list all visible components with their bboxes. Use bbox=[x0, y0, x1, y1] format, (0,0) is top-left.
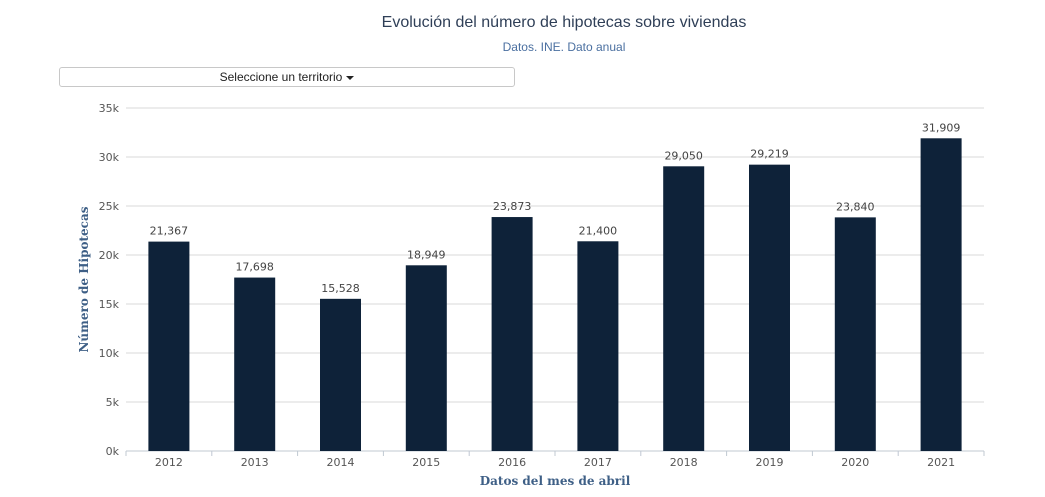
bars: 21,367 17,698 15,528 18,949 23,873 21,400 29,0… bbox=[148, 121, 962, 451]
bar-2013[interactable] bbox=[234, 277, 276, 451]
y-tick-label: 30k bbox=[99, 151, 120, 164]
bar-2020[interactable] bbox=[834, 217, 876, 451]
y-axis: 0k 5k 10k 15k 20k 25k 30k 35k bbox=[99, 102, 120, 458]
data-label: 21,400 bbox=[579, 224, 618, 237]
bar-2016[interactable] bbox=[491, 217, 533, 451]
x-tick-label: 2015 bbox=[412, 456, 440, 469]
x-tick-label: 2013 bbox=[241, 456, 269, 469]
data-label: 23,873 bbox=[493, 200, 532, 213]
bar-2012[interactable] bbox=[148, 241, 190, 451]
x-tick-label: 2012 bbox=[155, 456, 183, 469]
data-label: 29,050 bbox=[664, 149, 703, 162]
x-tick-label: 2018 bbox=[670, 456, 698, 469]
bar-2019[interactable] bbox=[749, 164, 790, 451]
bar-2018[interactable] bbox=[663, 166, 705, 451]
territory-dropdown[interactable]: Seleccione un territorio bbox=[59, 67, 515, 87]
y-axis-title: Número de Hipotecas bbox=[77, 206, 91, 352]
y-tick-label: 5k bbox=[106, 396, 120, 409]
x-tick-label: 2017 bbox=[584, 456, 612, 469]
data-label: 15,528 bbox=[321, 282, 360, 295]
data-label: 17,698 bbox=[235, 261, 274, 274]
bar-2014[interactable] bbox=[320, 298, 361, 451]
data-label: 21,367 bbox=[150, 225, 189, 238]
x-tick-label: 2020 bbox=[841, 456, 869, 469]
y-tick-label: 25k bbox=[99, 200, 120, 213]
x-axis: 2012 2013 2014 2015 2016 2017 2018 2019 2020 2021 bbox=[125, 451, 985, 469]
x-tick-label: 2019 bbox=[756, 456, 784, 469]
data-label: 23,840 bbox=[836, 200, 875, 213]
data-label: 31,909 bbox=[922, 121, 961, 134]
chart-title: Evolución del número de hipotecas sobre … bbox=[381, 14, 747, 31]
territory-dropdown-label: Seleccione un territorio bbox=[219, 70, 343, 84]
x-axis-title: Datos del mes de abril bbox=[480, 474, 631, 488]
y-tick-label: 15k bbox=[99, 298, 120, 311]
bar-2015[interactable] bbox=[405, 265, 447, 451]
bar-2017[interactable] bbox=[577, 241, 619, 451]
y-tick-label: 35k bbox=[99, 102, 120, 115]
y-tick-label: 10k bbox=[99, 347, 120, 360]
chart-subtitle: Datos. INE. Dato anual bbox=[502, 40, 626, 54]
x-tick-label: 2016 bbox=[498, 456, 526, 469]
data-label: 18,949 bbox=[407, 248, 446, 261]
caret-down-icon bbox=[346, 75, 355, 80]
data-label: 29,219 bbox=[750, 148, 789, 161]
bar-2021[interactable] bbox=[920, 138, 962, 451]
y-tick-label: 0k bbox=[106, 445, 120, 458]
x-tick-label: 2014 bbox=[327, 456, 355, 469]
y-tick-label: 20k bbox=[99, 249, 120, 262]
x-tick-label: 2021 bbox=[927, 456, 955, 469]
